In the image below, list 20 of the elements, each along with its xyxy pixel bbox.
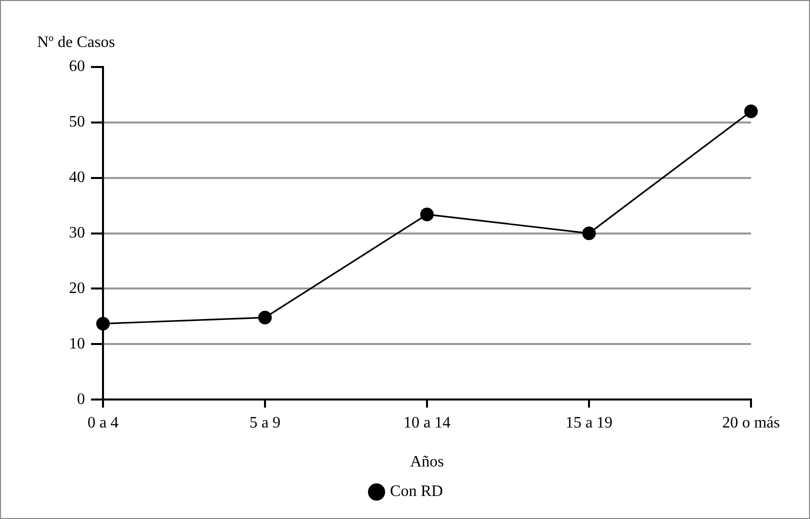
y-tick-label: 60	[69, 58, 85, 76]
point	[258, 310, 272, 324]
x-tick-label: 15 a 19	[565, 414, 613, 432]
y-tick-label: 20	[69, 280, 85, 297]
y-axis-title: Nº de Casos	[37, 34, 115, 52]
point	[420, 208, 434, 222]
y-tick-label: 10	[69, 335, 85, 352]
y-tick-label: 40	[69, 169, 85, 186]
point	[582, 226, 596, 240]
x-tick-label: 5 a 9	[249, 414, 281, 432]
point	[96, 316, 110, 330]
x-tick-label: 20 o más	[722, 414, 780, 432]
x-axis-title: Años	[410, 454, 444, 471]
point	[744, 104, 758, 118]
legend-label: Con RD	[390, 483, 443, 500]
x-tick-label: 0 a 4	[87, 414, 119, 432]
y-tick-label: 0	[77, 390, 85, 408]
y-tick-label: 30	[69, 224, 85, 242]
x-tick-label: 10 a 14	[403, 414, 451, 432]
y-tick-label: 50	[69, 114, 85, 131]
